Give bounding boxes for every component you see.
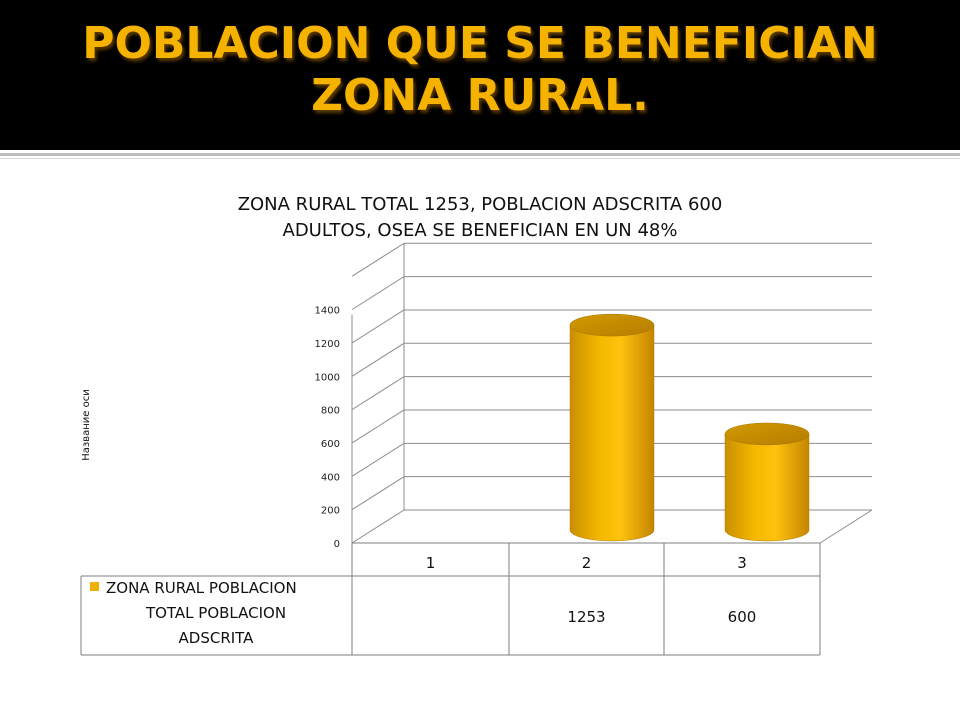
gridline-side: [351, 442, 405, 477]
legend-series-name: ZONA RURAL POBLACION: [106, 579, 297, 597]
x-category-label: 3: [737, 554, 747, 572]
gridline-side: [351, 376, 405, 411]
data-table: 1 2 3 ZONA RURAL POBLACION TOTAL POBLACION AD…: [80, 542, 821, 656]
gridline-side: [351, 476, 405, 511]
gridline-side: [351, 242, 405, 277]
chart-title-line-2: ADULTOS, OSEA SE BENEFICIAN EN UN 48%: [282, 220, 678, 241]
floor-right-edge: [819, 509, 873, 544]
x-category-label: 2: [582, 554, 592, 572]
y-tick-label: 200: [321, 506, 340, 517]
legend-series-name: TOTAL POBLACION: [145, 604, 286, 622]
slide-title-line-2: ZONA RURAL.: [311, 70, 649, 121]
legend-swatch: [90, 582, 99, 591]
y-axis-title: Название оси: [81, 389, 92, 460]
slide-title-line-1: POBLACION QUE SE BENEFICIAN: [82, 18, 878, 69]
gridline-side: [351, 276, 405, 311]
y-tick-label: 1400: [315, 306, 340, 317]
bar-cylinder-body: [724, 433, 810, 542]
table-value-label: 1253: [567, 608, 605, 626]
slide-title: POBLACION QUE SE BENEFICIAN ZONA RURAL.: [0, 18, 960, 122]
title-divider: [0, 153, 960, 156]
bar-cylinder-top: [569, 313, 655, 337]
title-bar: [0, 0, 960, 150]
axis-labels: 0 200 400 600 800 1000 1200 1400 Название оси: [81, 306, 340, 550]
bar-cylinder-top: [724, 422, 810, 446]
gridline-side: [351, 509, 405, 544]
gridline-side: [351, 309, 405, 344]
bar-cylinder-body: [569, 324, 655, 542]
gridline-side: [351, 342, 405, 377]
title-divider-thin: [0, 158, 960, 159]
table-value-label: 600: [728, 608, 757, 626]
x-category-label: 1: [426, 554, 436, 572]
gridline-side: [351, 409, 405, 444]
chart-title: ZONA RURAL TOTAL 1253, POBLACION ADSCRIT…: [150, 192, 810, 244]
chart-title-line-1: ZONA RURAL TOTAL 1253, POBLACION ADSCRIT…: [237, 194, 723, 215]
y-tick-label: 0: [334, 539, 340, 550]
y-tick-label: 600: [321, 439, 340, 450]
bars: [569, 313, 810, 542]
y-tick-label: 1000: [315, 372, 340, 383]
y-tick-label: 1200: [315, 339, 340, 350]
legend-series-name: ADSCRITA: [179, 629, 255, 647]
y-tick-label: 800: [321, 406, 340, 417]
y-tick-label: 400: [321, 472, 340, 483]
